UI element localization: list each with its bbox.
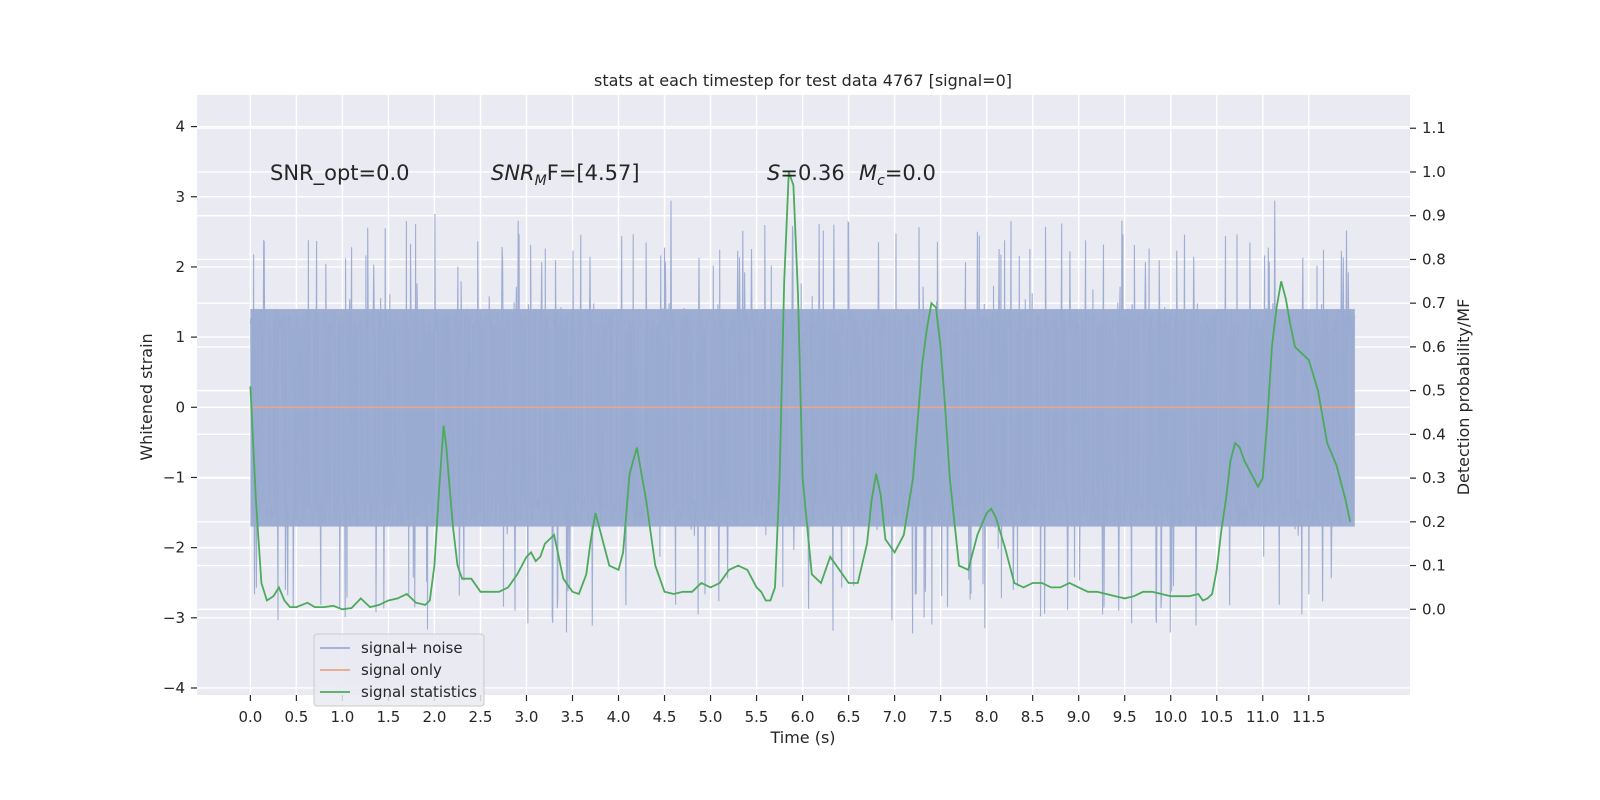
x-tick-label: 7.5: [929, 708, 953, 726]
legend-label-signal-statistics: signal statistics: [361, 683, 477, 701]
x-tick-label: 11.0: [1246, 708, 1279, 726]
x-tick-label: 10.5: [1200, 708, 1233, 726]
x-tick-label: 2.5: [469, 708, 493, 726]
y-tick-label: −4: [163, 679, 185, 697]
y2-axis-label: Detection probability/MF: [1454, 299, 1473, 496]
x-tick-label: 4.5: [653, 708, 677, 726]
y-axis-ticks: −4 −3 −2 −1 0 1 2 3 4: [163, 118, 197, 697]
x-tick-label: 9.0: [1067, 708, 1091, 726]
legend-label-signal-only: signal only: [361, 661, 442, 679]
x-tick-label: 3.0: [515, 708, 539, 726]
y-tick-label: 0: [175, 398, 185, 416]
legend-box: [313, 633, 485, 707]
x-tick-label: 10.0: [1154, 708, 1187, 726]
y-tick-label: 4: [175, 118, 185, 136]
y-tick-label: 3: [175, 188, 185, 206]
x-tick-label: 2.0: [423, 708, 447, 726]
y-tick-label: 1: [175, 328, 185, 346]
y2-tick-label: 0.7: [1422, 294, 1446, 312]
x-tick-label: 5.0: [699, 708, 723, 726]
y2-tick-label: 0.0: [1422, 600, 1446, 618]
signal-statistics-series: [249, 171, 1352, 611]
annotation-statistic: S=0.36: [767, 161, 845, 185]
legend: signal+ noise signal only signal statist…: [313, 633, 485, 707]
x-tick-label: 0.0: [238, 708, 262, 726]
y2-tick-label: 0.9: [1422, 207, 1446, 225]
annotation-chirp-mass: Mc=0.0: [859, 161, 936, 189]
chart-title: stats at each timestep for test data 476…: [594, 71, 1012, 90]
annotation-snr-opt: SNR_opt=0.0: [270, 161, 410, 186]
y2-axis-ticks: 0.0 0.1 0.2 0.3 0.4 0.5 0.6 0.7 0.8 0.9 1.0 1.1: [1410, 119, 1446, 618]
signal-noise-band: [250, 309, 1355, 527]
signal-noise-series: [249, 200, 1356, 634]
y-tick-label: 2: [175, 258, 185, 276]
x-tick-label: 7.0: [883, 708, 907, 726]
x-tick-label: 0.5: [284, 708, 308, 726]
x-tick-label: 9.5: [1113, 708, 1137, 726]
y-tick-label: −2: [163, 539, 185, 557]
y-tick-label: −1: [163, 468, 185, 486]
y-tick-label: −3: [163, 609, 185, 627]
x-tick-label: 4.0: [607, 708, 631, 726]
y-axis-label: Whitened strain: [137, 333, 156, 460]
x-tick-label: 8.0: [975, 708, 999, 726]
y2-tick-label: 0.6: [1422, 338, 1446, 356]
y2-tick-label: 0.4: [1422, 425, 1446, 443]
x-tick-label: 6.5: [837, 708, 861, 726]
y2-tick-label: 0.2: [1422, 513, 1446, 531]
x-tick-label: 6.0: [791, 708, 815, 726]
x-tick-label: 8.5: [1021, 708, 1045, 726]
x-tick-label: 11.5: [1292, 708, 1325, 726]
x-tick-label: 3.5: [561, 708, 585, 726]
x-tick-label: 1.5: [376, 708, 400, 726]
y2-tick-label: 0.1: [1422, 557, 1446, 575]
y2-tick-label: 1.0: [1422, 163, 1446, 181]
y2-tick-label: 1.1: [1422, 119, 1446, 137]
x-axis-ticks: 0.0 0.5 1.0 1.5 2.0 2.5 3.0 3.5 4.0 4.5 5.0 5.5 6.0 6…: [238, 695, 1325, 726]
y2-tick-label: 0.8: [1422, 250, 1446, 268]
x-tick-label: 5.5: [745, 708, 769, 726]
legend-label-signal-noise: signal+ noise: [361, 639, 463, 657]
x-axis-label: Time (s): [769, 728, 835, 747]
y2-tick-label: 0.5: [1422, 382, 1446, 400]
annotation-snr-mf: SNRMF=[4.57]: [491, 161, 640, 189]
x-tick-label: 1.0: [330, 708, 354, 726]
y2-tick-label: 0.3: [1422, 469, 1446, 487]
